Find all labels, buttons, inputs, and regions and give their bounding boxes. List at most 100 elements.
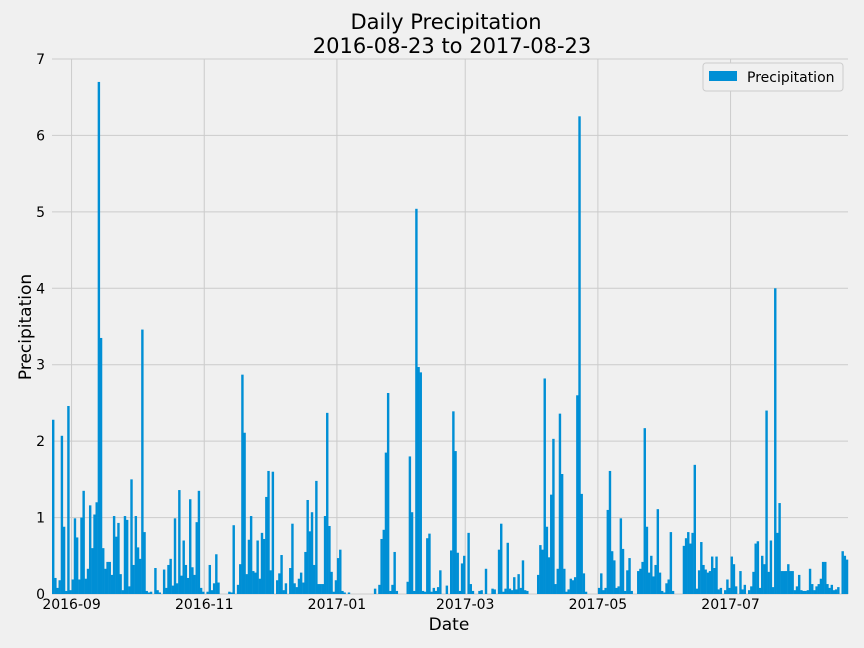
bar-2017-02-20 — [445, 585, 449, 594]
bar-2017-02-09 — [421, 590, 425, 594]
y-tick-label: 6 — [36, 128, 45, 144]
bar-2017-05-11 — [619, 518, 623, 594]
bar-2016-11-04 — [210, 590, 214, 594]
bar-2017-06-17 — [700, 542, 703, 594]
y-tick-label: 5 — [36, 205, 45, 221]
bar-2016-09-03 — [75, 537, 79, 594]
bar-2017-04-22 — [578, 116, 581, 594]
bar-2016-11-03 — [208, 564, 212, 594]
bar-2016-12-18 — [306, 499, 309, 594]
bar-2017-08-16 — [830, 584, 834, 594]
bar-2017-07-02 — [732, 564, 736, 594]
bar-2017-05-23 — [645, 526, 649, 594]
bar-2017-08-04 — [804, 590, 807, 594]
bar-2016-08-29 — [65, 590, 68, 594]
bar-2016-09-24 — [121, 590, 125, 594]
bar-2017-03-24 — [515, 589, 518, 594]
bar-2017-02-28 — [463, 555, 466, 594]
bar-2017-05-29 — [658, 572, 662, 594]
bar-2016-09-13 — [97, 81, 101, 595]
bar-2016-11-29 — [265, 496, 268, 594]
bar-2017-08-08 — [813, 590, 816, 594]
bar-2016-10-06 — [147, 592, 151, 594]
bar-2017-02-23 — [452, 411, 455, 594]
bar-2017-05-14 — [626, 570, 629, 594]
bar-2016-12-28 — [328, 525, 331, 594]
bar-2017-08-02 — [800, 590, 803, 594]
bar-2017-06-10 — [684, 538, 688, 594]
bar-2016-12-30 — [332, 591, 335, 594]
bar-2017-01-18 — [373, 588, 377, 594]
bar-2017-03-25 — [517, 574, 520, 594]
y-tick-label: 4 — [36, 281, 45, 297]
bar-2017-07-23 — [778, 503, 781, 594]
bar-2017-03-20 — [506, 542, 509, 594]
bar-2016-12-14 — [297, 578, 301, 594]
bar-2016-09-17 — [106, 561, 109, 594]
y-tick-label: 2 — [36, 434, 45, 450]
bar-2017-07-19 — [769, 540, 773, 594]
bar-2016-11-28 — [262, 538, 266, 594]
bar-2016-11-20 — [245, 574, 248, 594]
bar-2016-11-16 — [236, 584, 240, 594]
bar-2016-12-23 — [317, 584, 320, 594]
bar-2016-09-11 — [93, 514, 96, 594]
bar-2016-09-07 — [84, 578, 88, 594]
bar-2017-03-27 — [521, 560, 525, 594]
bar-2017-06-30 — [728, 587, 731, 594]
bar-2016-10-05 — [145, 590, 148, 594]
x-axis-label: Date — [429, 615, 470, 635]
bar-2017-04-21 — [576, 395, 579, 594]
bar-2016-10-11 — [158, 592, 161, 594]
bar-2016-10-25 — [189, 499, 192, 594]
bar-2017-04-15 — [563, 568, 566, 594]
bar-2016-09-02 — [73, 518, 77, 594]
y-tick-label: 1 — [36, 511, 45, 527]
bar-2017-05-22 — [643, 428, 646, 594]
bar-2016-09-30 — [134, 516, 138, 594]
bar-2016-09-28 — [130, 479, 133, 594]
bar-2016-09-20 — [112, 516, 116, 594]
bar-2016-08-24 — [54, 577, 57, 594]
bar-2017-02-07 — [417, 367, 420, 594]
bar-2017-01-26 — [391, 584, 394, 594]
bar-2016-09-01 — [71, 579, 74, 594]
bar-2016-10-10 — [156, 590, 159, 594]
bar-2017-06-04 — [671, 590, 675, 594]
bar-2017-07-22 — [776, 532, 779, 594]
bar-2016-09-22 — [117, 522, 120, 594]
bar-2017-06-01 — [665, 583, 668, 594]
bar-2017-04-08 — [547, 557, 551, 594]
bar-2016-12-02 — [271, 471, 275, 594]
bar-2017-05-08 — [613, 560, 616, 594]
bar-2017-06-09 — [682, 545, 686, 594]
bar-2017-03-22 — [510, 590, 514, 594]
bar-2017-04-16 — [565, 591, 568, 594]
bar-2017-08-14 — [826, 584, 829, 594]
bar-2017-03-03 — [469, 584, 472, 594]
bar-2016-10-26 — [191, 567, 194, 594]
bar-2016-10-28 — [195, 522, 198, 594]
bar-2016-10-30 — [199, 587, 203, 594]
bar-2017-07-26 — [784, 571, 788, 594]
legend-swatch — [709, 71, 737, 81]
bar-2017-04-04 — [539, 545, 542, 594]
bar-2017-06-14 — [693, 464, 696, 594]
bar-2017-08-12 — [821, 561, 825, 594]
bar-2017-07-11 — [752, 571, 755, 594]
bar-2017-08-17 — [832, 590, 836, 594]
bar-2016-12-27 — [326, 412, 329, 594]
bar-2017-07-24 — [780, 571, 783, 594]
bar-2017-06-25 — [717, 589, 720, 594]
bar-2016-10-02 — [138, 558, 142, 594]
bar-2017-03-02 — [467, 532, 470, 594]
bar-2017-03-08 — [480, 590, 483, 594]
bar-2017-07-31 — [795, 586, 799, 594]
bar-2017-02-17 — [439, 570, 442, 594]
bar-2017-03-21 — [508, 588, 512, 594]
bar-2016-12-12 — [293, 583, 296, 594]
bar-2017-08-22 — [843, 555, 847, 594]
bar-2017-07-27 — [787, 564, 790, 594]
bar-2017-02-16 — [436, 587, 440, 594]
